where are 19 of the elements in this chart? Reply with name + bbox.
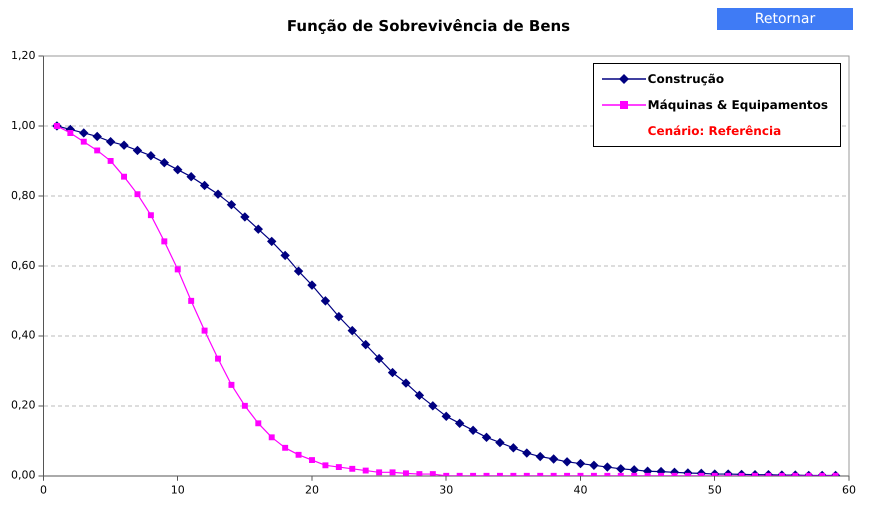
x-tick-label: 40: [573, 483, 588, 496]
legend-label: Construção: [648, 72, 724, 86]
x-tick-label: 10: [170, 483, 185, 496]
annotation: Cenário: Referência: [646, 124, 782, 138]
x-tick-label: 60: [842, 483, 856, 496]
y-tick-label: 1,20: [10, 48, 36, 62]
y-tick-label: 0,40: [10, 328, 36, 342]
y-tick-label: 0,80: [10, 188, 36, 202]
y-tick-label: 0,20: [10, 398, 36, 412]
legend-label: Máquinas & Equipamentos: [648, 98, 828, 112]
y-tick-label: 0,60: [10, 258, 36, 272]
y-tick-label: 0,00: [10, 468, 36, 482]
x-tick-label: 50: [708, 483, 722, 496]
x-tick-label: 30: [439, 483, 454, 496]
y-tick-label: 1,00: [10, 118, 36, 132]
x-tick-label: 20: [304, 483, 319, 496]
x-tick-label: 0: [40, 483, 47, 496]
chart-title: Função de Sobrevivência de Bens: [286, 16, 570, 35]
text: Retornar: [717, 8, 853, 30]
